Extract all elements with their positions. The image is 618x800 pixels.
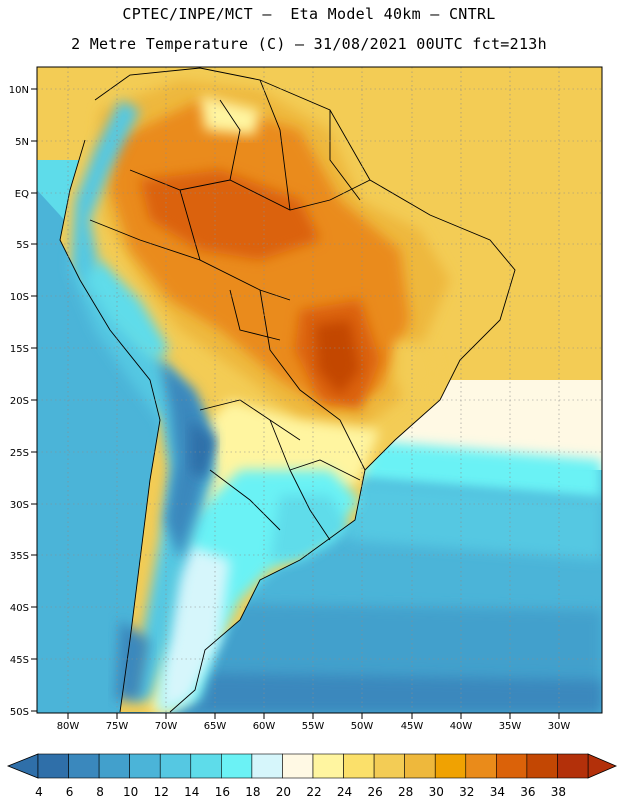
colorbar-swatch <box>373 753 405 779</box>
lat-label: 40S <box>10 603 29 614</box>
lon-label: 35W <box>499 721 522 732</box>
title-line-2: 2 Metre Temperature (C) – 31/08/2021 00U… <box>71 35 547 53</box>
colorbar-tick-label: 20 <box>276 785 291 799</box>
colorbar-swatch <box>282 753 314 779</box>
colorbar-tick-label: 24 <box>337 785 352 799</box>
colorbar-swatch <box>526 753 558 779</box>
colorbar-tick-label: 28 <box>398 785 413 799</box>
colorbar-swatch <box>465 753 497 779</box>
lat-label: 5N <box>15 137 29 148</box>
colorbar-swatch <box>129 753 161 779</box>
colorbar-tick-label: 4 <box>35 785 43 799</box>
lon-label: 30W <box>548 721 571 732</box>
lat-label: 5S <box>16 240 29 251</box>
country-borders <box>59 67 516 713</box>
colorbar-left-arrow <box>6 753 39 779</box>
colorbar-swatch <box>251 753 283 779</box>
colorbar-tick-label: 18 <box>245 785 260 799</box>
colorbar-swatch <box>343 753 375 779</box>
colorbar-tick-label: 36 <box>520 785 535 799</box>
lat-label: 25S <box>10 448 29 459</box>
colorbar-swatch <box>221 753 253 779</box>
colorbar-tick-label: 12 <box>154 785 169 799</box>
lat-label: 45S <box>10 655 29 666</box>
lon-label: 60W <box>253 721 276 732</box>
colorbar: 4 6 8 10 12 14 16 18 20 22 24 26 28 30 32 34 36 38 <box>6 753 618 799</box>
lat-label: 50S <box>10 707 29 718</box>
lat-label: 30S <box>10 500 29 511</box>
colorbar-right-arrow <box>587 753 618 779</box>
lon-label: 45W <box>401 721 424 732</box>
lat-label: 10N <box>9 85 29 96</box>
colorbar-swatch <box>98 753 130 779</box>
colorbar-tick-label: 34 <box>490 785 505 799</box>
colorbar-swatch <box>37 753 69 779</box>
lat-axis: 10N 5N EQ 5S 10S 15S 20S 25S 30S 35S 40S… <box>9 85 37 718</box>
lon-label: 40W <box>450 721 473 732</box>
lon-label: 80W <box>57 721 80 732</box>
lon-label: 70W <box>155 721 178 732</box>
colorbar-tick-label: 32 <box>459 785 474 799</box>
colorbar-swatch <box>557 753 589 779</box>
colorbar-swatch <box>190 753 222 779</box>
map-frame <box>36 66 603 714</box>
lon-label: 65W <box>204 721 227 732</box>
colorbar-swatch <box>404 753 436 779</box>
lon-axis: 80W 75W 70W 65W 60W 55W 50W 45W 40W 35W … <box>57 713 571 732</box>
lat-label: 10S <box>10 292 29 303</box>
title-line-1: CPTEC/INPE/MCT – Eta Model 40km – CNTRL <box>122 5 496 23</box>
lon-label: 50W <box>351 721 374 732</box>
colorbar-tick-label: 6 <box>66 785 74 799</box>
colorbar-swatch <box>434 753 467 779</box>
lat-label: EQ <box>15 189 29 200</box>
lon-label: 75W <box>106 721 129 732</box>
lat-label: 20S <box>10 396 29 407</box>
colorbar-swatch <box>68 753 100 779</box>
colorbar-tick-label: 10 <box>123 785 138 799</box>
colorbar-tick-label: 14 <box>184 785 199 799</box>
temperature-field <box>37 67 602 713</box>
colorbar-tick-label: 38 <box>551 785 566 799</box>
colorbar-tick-label: 16 <box>215 785 230 799</box>
colorbar-tick-label: 30 <box>429 785 444 799</box>
colorbar-tick-label: 8 <box>96 785 104 799</box>
lon-label: 55W <box>302 721 325 732</box>
colorbar-tick-label: 22 <box>306 785 321 799</box>
lat-label: 35S <box>10 551 29 562</box>
colorbar-swatch <box>496 753 528 779</box>
colorbar-swatch <box>159 753 192 779</box>
colorbar-swatch <box>312 753 344 779</box>
lat-label: 15S <box>10 344 29 355</box>
colorbar-tick-label: 26 <box>367 785 382 799</box>
